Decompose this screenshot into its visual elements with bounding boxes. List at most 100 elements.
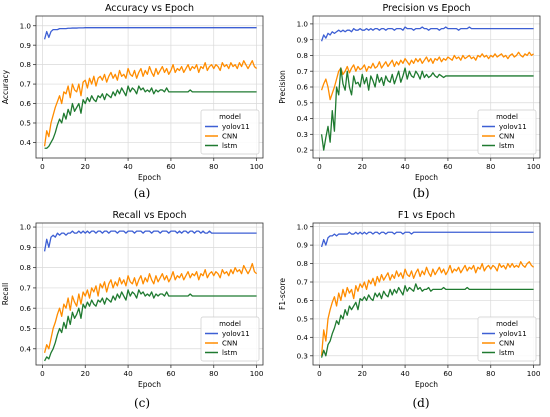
y-tick-label: 0.5 bbox=[20, 324, 31, 333]
accuracy-panel: Accuracy vs Epoch 0.4 0.5 0.6 0.7 0.8 0.9 1.0 0 2… bbox=[0, 0, 273, 185]
y-axis-label: Recall bbox=[1, 283, 10, 305]
legend-title: model bbox=[219, 320, 241, 328]
legend-title: model bbox=[496, 113, 518, 121]
chart-title: F1 vs Epoch bbox=[398, 210, 455, 221]
legend-title: model bbox=[219, 113, 241, 121]
x-tick-label: 60 bbox=[443, 369, 453, 378]
panel-letter-c: (c) bbox=[133, 396, 151, 410]
series-line-yolov11 bbox=[43, 27, 257, 40]
legend-entry-CNN: CNN bbox=[499, 340, 514, 348]
x-tick-label: 40 bbox=[401, 162, 411, 171]
x-tick-label: 100 bbox=[250, 369, 264, 378]
legend-entry-CNN: CNN bbox=[499, 133, 514, 141]
series-line-CNN bbox=[320, 261, 535, 356]
x-tick-label: 60 bbox=[166, 369, 176, 378]
y-tick-label: 0.8 bbox=[20, 263, 32, 272]
x-tick-label: 80 bbox=[209, 369, 219, 378]
y-axis-label: Accuracy bbox=[1, 69, 10, 104]
legend-entry-yolov11: yolov11 bbox=[499, 123, 527, 131]
legend-entry-lstm: lstm bbox=[222, 142, 237, 150]
f1-panel: F1 vs Epoch 0.3 0.4 0.5 0.6 0.7 0.8 0.9 1.0 0 20 40… bbox=[277, 207, 550, 392]
chart-svg: F1 vs Epoch 0.3 0.4 0.5 0.6 0.7 0.8 0.9 1.0 0 20 40… bbox=[278, 210, 541, 389]
chart-title: Recall vs Epoch bbox=[112, 210, 186, 221]
x-tick-label: 100 bbox=[527, 162, 541, 171]
y-axis-label: F1-score bbox=[278, 278, 287, 310]
x-tick-label: 80 bbox=[486, 162, 496, 171]
y-tick-label: 0.8 bbox=[297, 51, 309, 60]
y-tick-label: 0.3 bbox=[297, 130, 308, 139]
plot-frame bbox=[35, 222, 264, 366]
x-axis-label: Epoch bbox=[415, 380, 438, 389]
x-tick-label: 60 bbox=[443, 162, 453, 171]
x-axis-label: Epoch bbox=[415, 173, 438, 182]
x-tick-label: 0 bbox=[40, 162, 45, 171]
legend-entry-CNN: CNN bbox=[222, 133, 237, 141]
series-line-yolov11 bbox=[320, 231, 534, 248]
y-tick-label: 0.3 bbox=[297, 351, 308, 360]
series-line-lstm bbox=[320, 67, 534, 151]
y-tick-label: 0.9 bbox=[297, 35, 309, 44]
legend-entry-lstm: lstm bbox=[222, 349, 237, 357]
series-line-CNN bbox=[43, 262, 258, 353]
legend-entry-yolov11: yolov11 bbox=[222, 123, 250, 131]
y-tick-label: 0.7 bbox=[20, 80, 31, 89]
y-tick-label: 1.0 bbox=[297, 19, 309, 28]
x-tick-label: 0 bbox=[317, 369, 322, 378]
y-tick-label: 1.0 bbox=[297, 222, 309, 231]
y-tick-label: 0.5 bbox=[297, 314, 308, 323]
series-line-yolov11 bbox=[43, 230, 257, 252]
legend-box bbox=[477, 109, 537, 155]
y-tick-label: 1.0 bbox=[20, 223, 32, 232]
y-tick-label: 0.4 bbox=[297, 333, 309, 342]
x-axis-label: Epoch bbox=[138, 173, 161, 182]
y-tick-label: 0.6 bbox=[20, 99, 32, 108]
x-tick-label: 80 bbox=[486, 369, 496, 378]
x-tick-label: 20 bbox=[358, 162, 368, 171]
series-line-CNN bbox=[43, 60, 258, 147]
y-axis-label: Precision bbox=[278, 70, 287, 104]
chart-svg: Accuracy vs Epoch 0.4 0.5 0.6 0.7 0.8 0.9 1.0 0 2… bbox=[1, 3, 264, 182]
y-tick-label: 0.9 bbox=[297, 241, 309, 250]
panel-letter-d: (d) bbox=[412, 396, 430, 410]
x-tick-label: 20 bbox=[81, 162, 91, 171]
y-tick-label: 0.7 bbox=[297, 278, 308, 287]
series-line-CNN bbox=[320, 51, 534, 101]
chart-title: Accuracy vs Epoch bbox=[105, 3, 194, 14]
x-tick-label: 60 bbox=[166, 162, 176, 171]
y-tick-label: 0.4 bbox=[20, 138, 32, 147]
y-tick-label: 0.5 bbox=[20, 119, 31, 128]
legend-entry-lstm: lstm bbox=[499, 142, 514, 150]
legend-entry-yolov11: yolov11 bbox=[222, 330, 250, 338]
panel-letter-b: (b) bbox=[412, 186, 430, 200]
chart-svg: Precision vs Epoch 0.2 0.3 0.4 0.5 0.6 0.7 0.8 0… bbox=[278, 3, 541, 182]
series-line-lstm bbox=[44, 85, 257, 149]
y-tick-label: 0.6 bbox=[297, 83, 309, 92]
x-axis-label: Epoch bbox=[138, 380, 161, 389]
y-tick-label: 0.9 bbox=[20, 41, 32, 50]
x-tick-label: 100 bbox=[527, 369, 541, 378]
legend-entry-CNN: CNN bbox=[222, 340, 237, 348]
legend-box bbox=[200, 109, 260, 155]
recall-panel: Recall vs Epoch 0.4 0.5 0.6 0.7 0.8 0.9 1.0 0 20 4… bbox=[0, 207, 273, 392]
x-tick-label: 20 bbox=[81, 369, 91, 378]
x-tick-label: 0 bbox=[40, 369, 45, 378]
x-tick-label: 20 bbox=[358, 369, 368, 378]
y-tick-label: 0.8 bbox=[297, 259, 309, 268]
series-line-lstm bbox=[43, 289, 257, 362]
y-tick-label: 0.6 bbox=[297, 296, 309, 305]
x-tick-label: 40 bbox=[401, 369, 411, 378]
plot-frame bbox=[35, 15, 264, 159]
precision-panel: Precision vs Epoch 0.2 0.3 0.4 0.5 0.6 0.7 0.8 0… bbox=[277, 0, 550, 185]
legend-entry-lstm: lstm bbox=[499, 349, 514, 357]
x-tick-label: 100 bbox=[250, 162, 264, 171]
panel-letter-a: (a) bbox=[133, 186, 151, 200]
y-tick-label: 0.8 bbox=[20, 60, 32, 69]
y-tick-label: 1.0 bbox=[20, 21, 32, 30]
y-tick-label: 0.5 bbox=[297, 98, 308, 107]
series-line-lstm bbox=[320, 283, 534, 358]
